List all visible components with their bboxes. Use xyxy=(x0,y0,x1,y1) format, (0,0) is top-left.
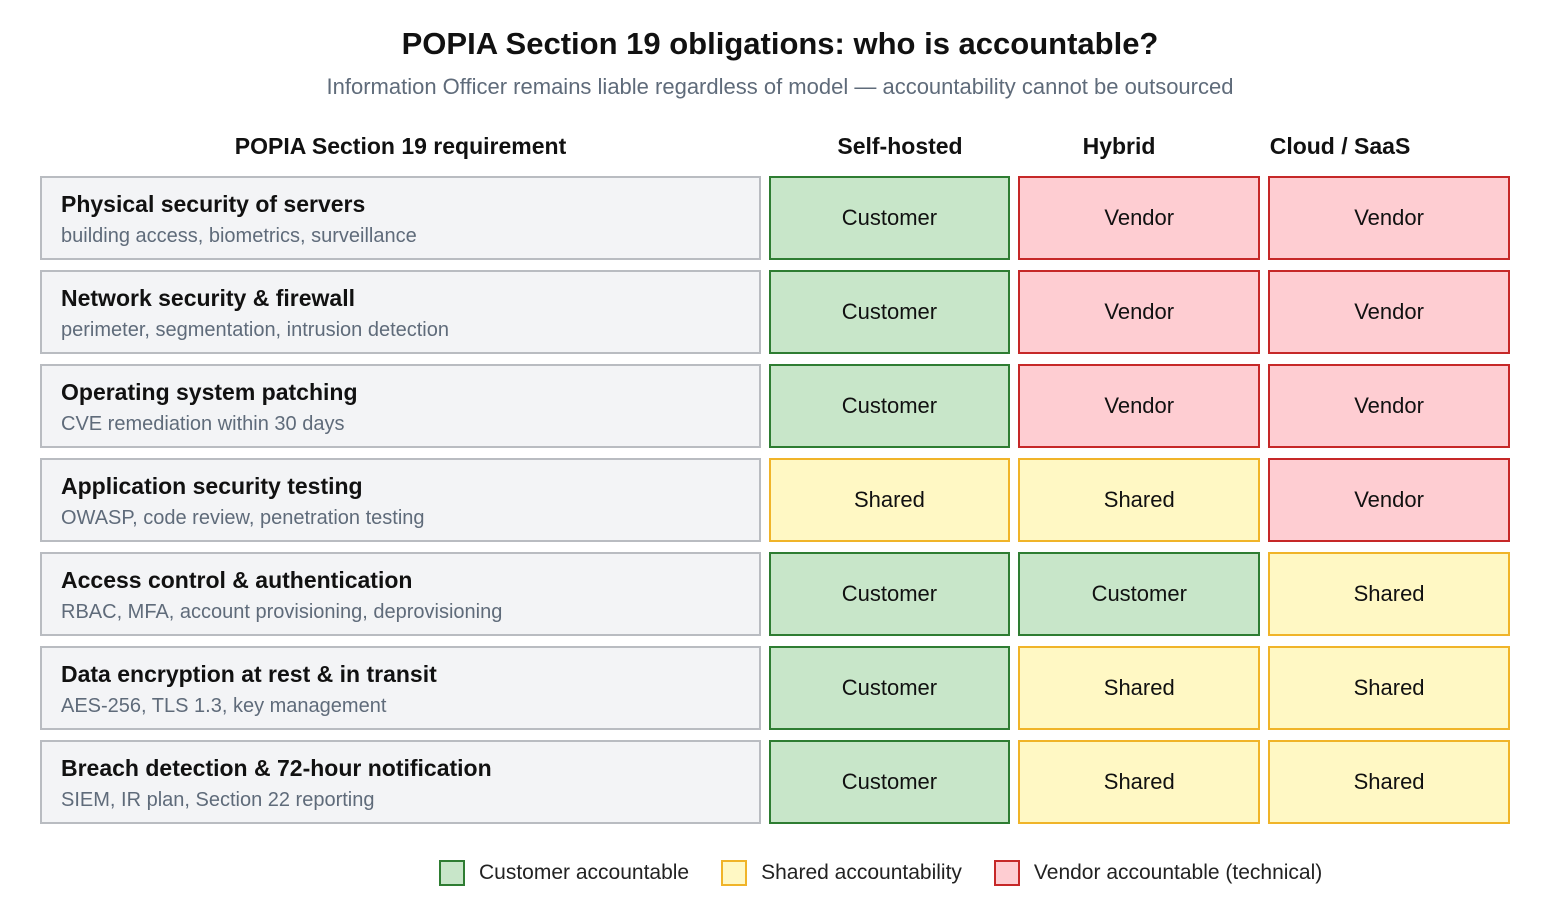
requirement-title: Physical security of servers xyxy=(61,191,366,217)
legend-swatch-vendor xyxy=(993,860,1020,886)
legend-item-customer: Customer accountable xyxy=(439,860,689,886)
requirement-detail: AES-256, TLS 1.3, key management xyxy=(61,695,387,717)
requirement-title: Breach detection & 72-hour notification xyxy=(61,755,492,781)
accountability-cell-shared: Shared xyxy=(1018,740,1261,824)
requirement-row: Operating system patching CVE remediation… xyxy=(40,364,1510,448)
requirement-cell: Application security testing OWASP, code … xyxy=(40,458,761,542)
accountability-cell-vendor: Vendor xyxy=(1018,364,1261,448)
requirement-detail: CVE remediation within 30 days xyxy=(61,413,345,435)
requirement-row: Access control & authentication RBAC, MFA… xyxy=(40,552,1510,636)
requirement-column-header: POPIA Section 19 requirement xyxy=(234,133,567,159)
hybrid-column-header: Hybrid xyxy=(1082,133,1156,159)
requirement-title: Access control & authentication xyxy=(61,567,413,593)
legend: Customer accountable Shared accountabilit… xyxy=(439,860,1354,886)
accountability-cell-shared: Shared xyxy=(1018,646,1261,730)
accountability-cell-customer: Customer xyxy=(768,364,1011,448)
accountability-cell-vendor: Vendor xyxy=(1268,458,1510,542)
accountability-cell-vendor: Vendor xyxy=(1018,270,1261,354)
accountability-cell-customer: Customer xyxy=(768,176,1011,260)
requirement-cell: Physical security of servers building acc… xyxy=(40,176,761,260)
accountability-cell-customer: Customer xyxy=(1018,552,1261,636)
requirement-title: Data encryption at rest & in transit xyxy=(61,661,437,687)
accountability-cell-shared: Shared xyxy=(768,458,1011,542)
page-title: POPIA Section 19 obligations: who is acc… xyxy=(401,26,1159,61)
requirement-title: Network security & firewall xyxy=(61,285,355,311)
requirement-row: Breach detection & 72-hour notification S… xyxy=(40,740,1510,824)
accountability-cell-vendor: Vendor xyxy=(1268,176,1510,260)
requirement-detail: RBAC, MFA, account provisioning, deprovi… xyxy=(61,601,503,623)
requirement-row: Data encryption at rest & in transit AES-… xyxy=(40,646,1510,730)
legend-swatch-shared xyxy=(721,860,748,886)
requirement-row: Application security testing OWASP, code … xyxy=(40,458,1510,542)
requirement-cell: Data encryption at rest & in transit AES-… xyxy=(40,646,761,730)
legend-item-shared: Shared accountability xyxy=(721,860,962,886)
page-subtitle: Information Officer remains liable regar… xyxy=(326,74,1234,99)
legend-label: Customer accountable xyxy=(479,861,690,884)
accountability-cell-shared: Shared xyxy=(1018,458,1261,542)
accountability-cell-vendor: Vendor xyxy=(1268,270,1510,354)
self-hosted-column-header: Self-hosted xyxy=(837,133,963,159)
requirement-title: Application security testing xyxy=(61,473,363,499)
accountability-cell-shared: Shared xyxy=(1268,740,1510,824)
requirement-detail: perimeter, segmentation, intrusion detec… xyxy=(61,319,449,341)
requirement-detail: SIEM, IR plan, Section 22 reporting xyxy=(61,789,375,811)
legend-item-vendor: Vendor accountable (technical) xyxy=(993,860,1323,886)
accountability-cell-customer: Customer xyxy=(768,552,1011,636)
requirement-cell: Operating system patching CVE remediation… xyxy=(40,364,761,448)
accountability-cell-shared: Shared xyxy=(1268,646,1510,730)
legend-swatch-customer xyxy=(439,860,465,886)
accountability-cell-vendor: Vendor xyxy=(1268,364,1510,448)
requirement-title: Operating system patching xyxy=(61,379,358,405)
accountability-matrix: Physical security of servers building acc… xyxy=(40,176,1510,834)
accountability-cell-customer: Customer xyxy=(768,740,1011,824)
requirement-cell: Breach detection & 72-hour notification S… xyxy=(40,740,761,824)
requirement-detail: building access, biometrics, surveillanc… xyxy=(61,225,417,247)
accountability-cell-customer: Customer xyxy=(768,270,1011,354)
legend-label: Vendor accountable (technical) xyxy=(1033,861,1323,884)
requirement-detail: OWASP, code review, penetration testing xyxy=(61,507,425,529)
legend-label: Shared accountability xyxy=(761,861,962,884)
cloud-saas-column-header: Cloud / SaaS xyxy=(1269,133,1411,159)
requirement-cell: Access control & authentication RBAC, MFA… xyxy=(40,552,761,636)
requirement-row: Network security & firewall perimeter, se… xyxy=(40,270,1510,354)
requirement-cell: Network security & firewall perimeter, se… xyxy=(40,270,761,354)
requirement-row: Physical security of servers building acc… xyxy=(40,176,1510,260)
accountability-cell-shared: Shared xyxy=(1268,552,1510,636)
accountability-cell-customer: Customer xyxy=(768,646,1011,730)
accountability-cell-vendor: Vendor xyxy=(1018,176,1261,260)
